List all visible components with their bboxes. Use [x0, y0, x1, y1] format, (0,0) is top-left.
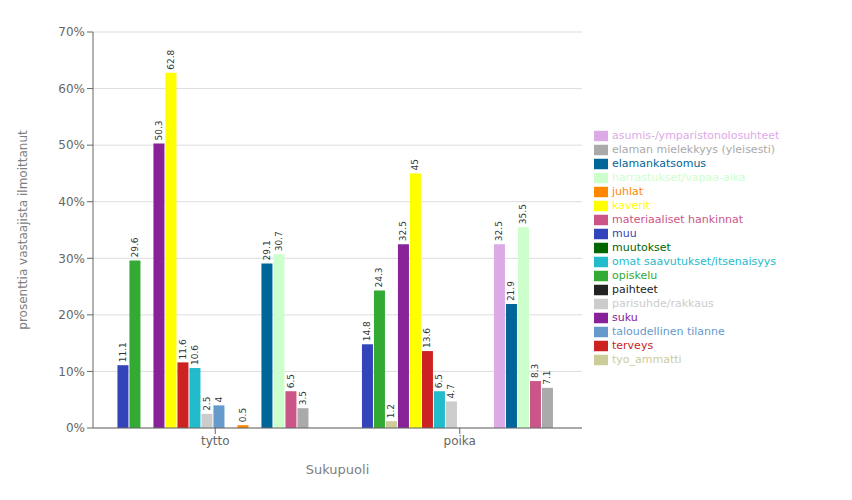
- svg-text:45: 45: [410, 159, 420, 170]
- svg-text:50.3: 50.3: [154, 120, 164, 140]
- svg-text:30.7: 30.7: [274, 231, 284, 251]
- html-text:paihteet: paihteet: [612, 283, 658, 296]
- html-text:juhlat: juhlat: [612, 185, 644, 198]
- svg-text:29.6: 29.6: [130, 237, 140, 257]
- html-text:omat saavutukset/itsenaisyys: omat saavutukset/itsenaisyys: [612, 255, 776, 268]
- svg-text:4.7: 4.7: [446, 384, 456, 398]
- html-text:terveys: terveys: [612, 339, 654, 352]
- svg-text:10%: 10%: [58, 365, 85, 379]
- svg-text:20%: 20%: [58, 308, 85, 322]
- svg-text:7.1: 7.1: [542, 371, 552, 385]
- svg-text:13.6: 13.6: [422, 328, 432, 348]
- html-text:tyo_ammatti: tyo_ammatti: [612, 353, 682, 366]
- svg-text:32.5: 32.5: [398, 221, 408, 241]
- svg-text:tytto: tytto: [201, 434, 230, 448]
- html-text:muu: muu: [612, 227, 637, 240]
- svg-text:poika: poika: [444, 434, 476, 448]
- html-text:elaman mielekkyys (yleisesti): elaman mielekkyys (yleisesti): [612, 143, 775, 156]
- svg-text:24.3: 24.3: [374, 267, 384, 287]
- svg-text:10.6: 10.6: [190, 345, 200, 365]
- svg-text:1.2: 1.2: [386, 404, 396, 418]
- html-text:harrastukset/vapaa-aika: harrastukset/vapaa-aika: [612, 171, 746, 184]
- svg-text:3.5: 3.5: [298, 391, 308, 405]
- svg-text:prosenttia vastaajista ilmoitt: prosenttia vastaajista ilmoittanut: [16, 130, 30, 330]
- svg-text:4: 4: [214, 396, 224, 402]
- svg-text:0%: 0%: [66, 421, 85, 435]
- html-text:kaverit: kaverit: [612, 199, 651, 212]
- svg-text:21.9: 21.9: [506, 281, 516, 301]
- html-text:elamankatsomus: elamankatsomus: [612, 157, 707, 170]
- html-text:parisuhde/rakkaus: parisuhde/rakkaus: [612, 297, 714, 310]
- svg-text:0.5: 0.5: [238, 408, 248, 422]
- svg-text:70%: 70%: [58, 25, 85, 39]
- html-text:asumis-/ymparistonolosuhteet: asumis-/ymparistonolosuhteet: [612, 129, 780, 142]
- html-text:muutokset: muutokset: [612, 241, 671, 254]
- svg-text:29.1: 29.1: [262, 240, 272, 260]
- svg-text:11.1: 11.1: [118, 342, 128, 362]
- svg-text:14.8: 14.8: [362, 321, 372, 341]
- svg-text:62.8: 62.8: [166, 49, 176, 69]
- svg-text:60%: 60%: [58, 82, 85, 96]
- html-text:opiskelu: opiskelu: [612, 269, 658, 282]
- svg-text:2.5: 2.5: [202, 397, 212, 411]
- html-text:suku: suku: [612, 311, 638, 324]
- svg-text:6.5: 6.5: [286, 374, 296, 388]
- svg-text:40%: 40%: [58, 195, 85, 209]
- svg-text:32.5: 32.5: [494, 221, 504, 241]
- svg-text:50%: 50%: [58, 138, 85, 152]
- svg-text:30%: 30%: [58, 252, 85, 266]
- svg-text:11.6: 11.6: [178, 339, 188, 359]
- svg-text:Sukupuoli: Sukupuoli: [306, 462, 370, 477]
- html-text:materiaaliset hankinnat: materiaaliset hankinnat: [612, 213, 744, 226]
- svg-text:6.5: 6.5: [434, 374, 444, 388]
- html-text:taloudellinen tilanne: taloudellinen tilanne: [612, 325, 725, 338]
- svg-text:8.3: 8.3: [530, 364, 540, 378]
- svg-text:35.5: 35.5: [518, 204, 528, 224]
